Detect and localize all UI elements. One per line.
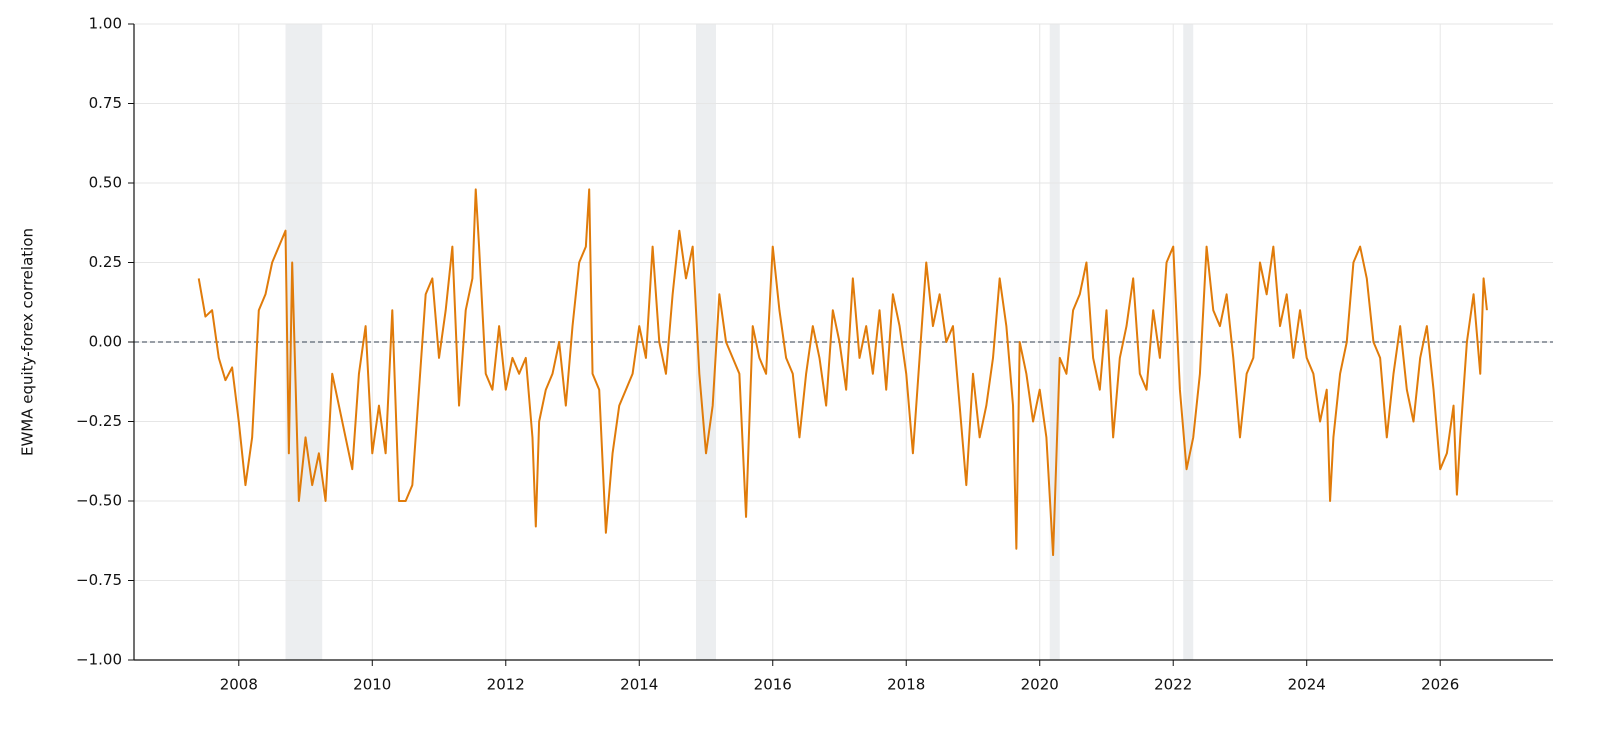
x-tick-label: 2018 [887, 676, 925, 694]
x-tick-label: 2008 [220, 676, 258, 694]
y-tick-label: 1.00 [89, 15, 122, 33]
x-tick-label: 2016 [754, 676, 792, 694]
y-tick-label: 0.75 [89, 94, 122, 112]
y-tick-label: 0.00 [89, 333, 122, 351]
x-tick-label: 2010 [353, 676, 391, 694]
data-line [197, 188, 1488, 557]
y-axis-label: EWMA equity-forex correlation [19, 228, 37, 456]
y-tick-label: −0.50 [76, 492, 122, 510]
y-tick-label: −1.00 [76, 651, 122, 669]
x-tick-label: 2026 [1421, 676, 1459, 694]
x-tick-label: 2024 [1288, 676, 1326, 694]
x-tick-label: 2014 [620, 676, 658, 694]
y-tick-label: −0.25 [76, 412, 122, 430]
y-tick-label: 0.25 [89, 253, 122, 271]
x-tick-label: 2012 [487, 676, 525, 694]
y-tick-label: −0.75 [76, 571, 122, 589]
x-tick-label: 2020 [1021, 676, 1059, 694]
y-tick-label: 0.50 [89, 174, 122, 192]
x-tick-label: 2022 [1154, 676, 1192, 694]
